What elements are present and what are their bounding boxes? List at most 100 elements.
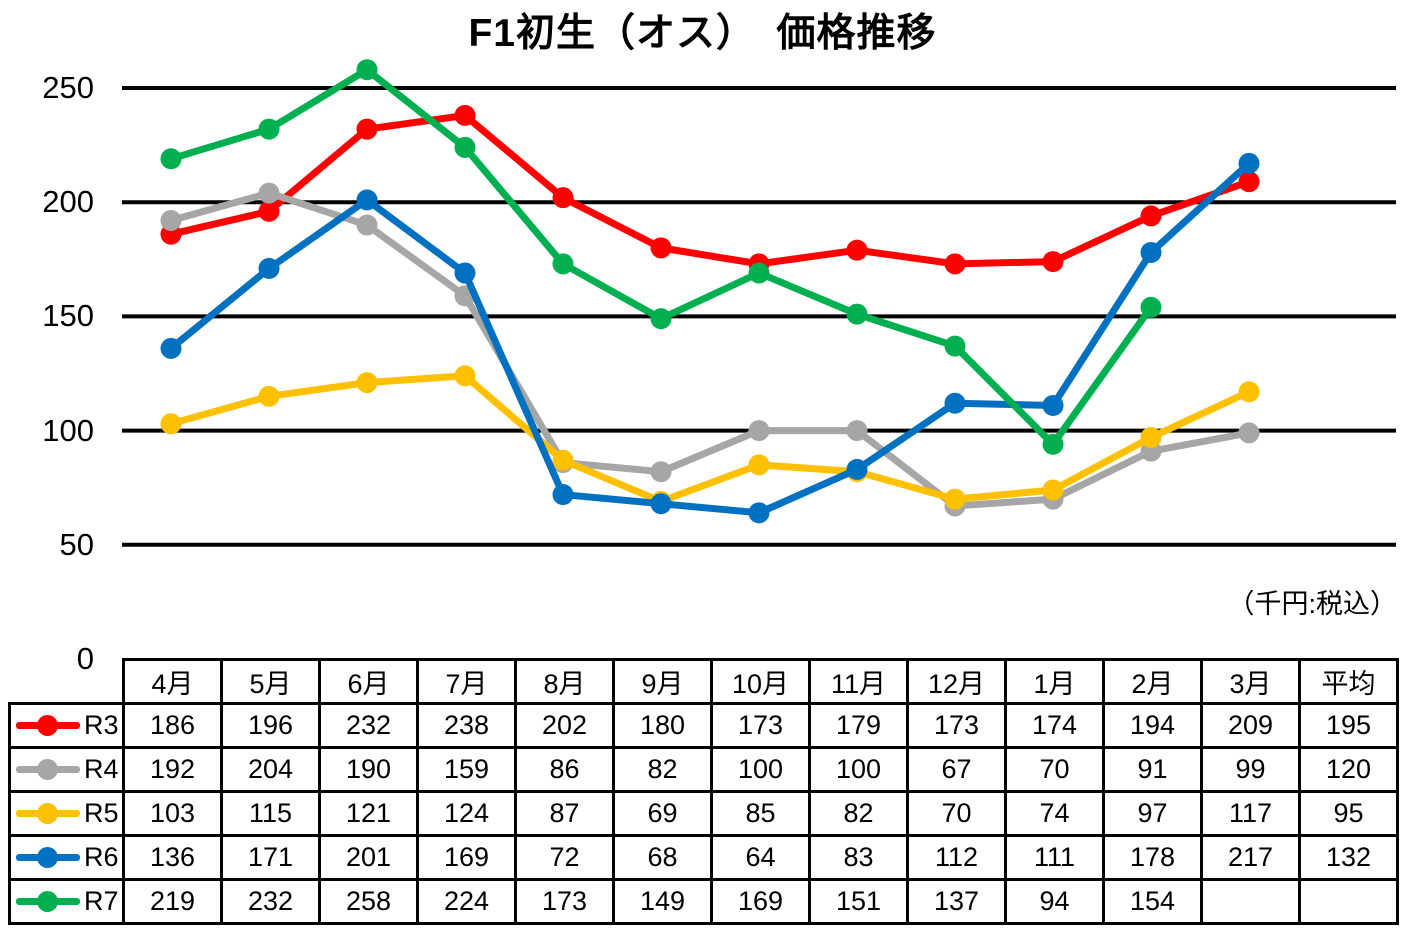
series-line-R3: [167, 111, 1253, 268]
table-cell: 132: [1298, 834, 1399, 881]
table-cell: 74: [1004, 790, 1105, 837]
line-chart: [122, 59, 1396, 547]
table-cell: 196: [220, 702, 321, 749]
table-cell: 204: [220, 746, 321, 793]
table-cell: 68: [612, 834, 713, 881]
series-line-R6: [167, 159, 1253, 517]
legend-line-R4: [16, 759, 80, 780]
table-cell: 70: [1004, 746, 1105, 793]
table-cell: 121: [318, 790, 419, 837]
column-header: 11月: [808, 658, 909, 705]
column-header: 3月: [1200, 658, 1301, 705]
data-point-R3: [944, 253, 966, 275]
table-row-R7: R7 219 232 258 224 173 149 169 151 137 94 154: [8, 878, 1399, 925]
data-table: 4月 5月 6月 7月 8月 9月 10月 11月 12月 1月 2月 3月 平均 R3 186 196 232…: [8, 658, 1399, 925]
table-cell: 178: [1102, 834, 1203, 881]
legend-marker-R4: [37, 759, 58, 780]
y-tick-label-150: 150: [42, 298, 94, 334]
table-cell: 115: [220, 790, 321, 837]
series-label-R7: R7: [84, 886, 119, 916]
data-point-R7: [1042, 433, 1064, 455]
data-point-R7: [748, 262, 770, 284]
legend-marker-R3: [37, 715, 58, 736]
data-point-R4: [846, 420, 868, 442]
data-point-R3: [552, 187, 574, 209]
data-point-R4: [1238, 422, 1260, 444]
legend-marker-R6: [37, 847, 58, 868]
table-cell: 97: [1102, 790, 1203, 837]
column-header: 6月: [318, 658, 419, 705]
y-tick-label-50: 50: [59, 526, 94, 562]
data-point-R3: [1238, 171, 1260, 193]
series-label-R4: R4: [84, 754, 119, 784]
column-header: 10月: [710, 658, 811, 705]
table-cell: 195: [1298, 702, 1399, 749]
data-point-R6: [258, 257, 280, 279]
table-cell: 238: [416, 702, 517, 749]
table-cell: 180: [612, 702, 713, 749]
data-point-R5: [552, 449, 574, 471]
table-cell: 171: [220, 834, 321, 881]
table-cell: 87: [514, 790, 615, 837]
data-point-R6: [552, 484, 574, 506]
column-header: 2月: [1102, 658, 1203, 705]
unit-note: （千円:税込）: [1227, 589, 1397, 619]
data-point-R6: [1140, 241, 1162, 263]
legend-line-R6: [16, 847, 80, 868]
table-cell: [1298, 878, 1399, 925]
data-point-R4: [356, 214, 378, 236]
data-point-R3: [650, 237, 672, 259]
data-point-R7: [454, 136, 476, 158]
series-line-R4: [167, 189, 1253, 510]
data-point-R6: [650, 493, 672, 515]
data-point-R3: [1140, 205, 1162, 227]
table-cell: 179: [808, 702, 909, 749]
data-point-R5: [944, 488, 966, 510]
legend-key-R6: R6: [13, 842, 121, 873]
table-cell: 137: [906, 878, 1007, 925]
data-point-R4: [160, 209, 182, 231]
legend-key-R4: R4: [13, 754, 121, 785]
table-cell: 117: [1200, 790, 1301, 837]
data-point-R6: [748, 502, 770, 524]
table-cell: 94: [1004, 878, 1105, 925]
data-point-R6: [1042, 394, 1064, 416]
data-point-R3: [258, 200, 280, 222]
table-cell: 103: [122, 790, 223, 837]
table-cell: 232: [220, 878, 321, 925]
legend-key-R3: R3: [13, 710, 121, 741]
y-tick-label-0: 0: [76, 641, 94, 676]
table-cell: 258: [318, 878, 419, 925]
data-point-R3: [356, 118, 378, 140]
table-cell: 64: [710, 834, 811, 881]
table-cell: 112: [906, 834, 1007, 881]
table-cell: 173: [514, 878, 615, 925]
data-point-R6: [944, 392, 966, 414]
data-point-R4: [258, 182, 280, 204]
table-cell: 169: [710, 878, 811, 925]
series-label-R5: R5: [84, 798, 119, 828]
column-header: 1月: [1004, 658, 1105, 705]
table-cell: 154: [1102, 878, 1203, 925]
data-point-R6: [454, 262, 476, 284]
table-cell: 136: [122, 834, 223, 881]
table-cell: 124: [416, 790, 517, 837]
table-cell: 91: [1102, 746, 1203, 793]
table-cell: 72: [514, 834, 615, 881]
table-row-R6: R6 136 171 201 169 72 68 64 83 112 111 178 217 132: [8, 834, 1399, 881]
data-point-R7: [356, 59, 378, 81]
legend-marker-R7: [37, 891, 58, 912]
table-cell: 174: [1004, 702, 1105, 749]
data-point-R5: [1140, 426, 1162, 448]
data-point-R3: [1042, 251, 1064, 273]
legend-key-R5: R5: [13, 798, 121, 829]
data-point-R5: [356, 372, 378, 394]
column-header: 4月: [122, 658, 223, 705]
table-cell: 217: [1200, 834, 1301, 881]
data-point-R7: [1140, 296, 1162, 318]
table-cell: 190: [318, 746, 419, 793]
data-point-R7: [552, 253, 574, 275]
table-cell: 149: [612, 878, 713, 925]
y-tick-label-250: 250: [42, 70, 94, 105]
